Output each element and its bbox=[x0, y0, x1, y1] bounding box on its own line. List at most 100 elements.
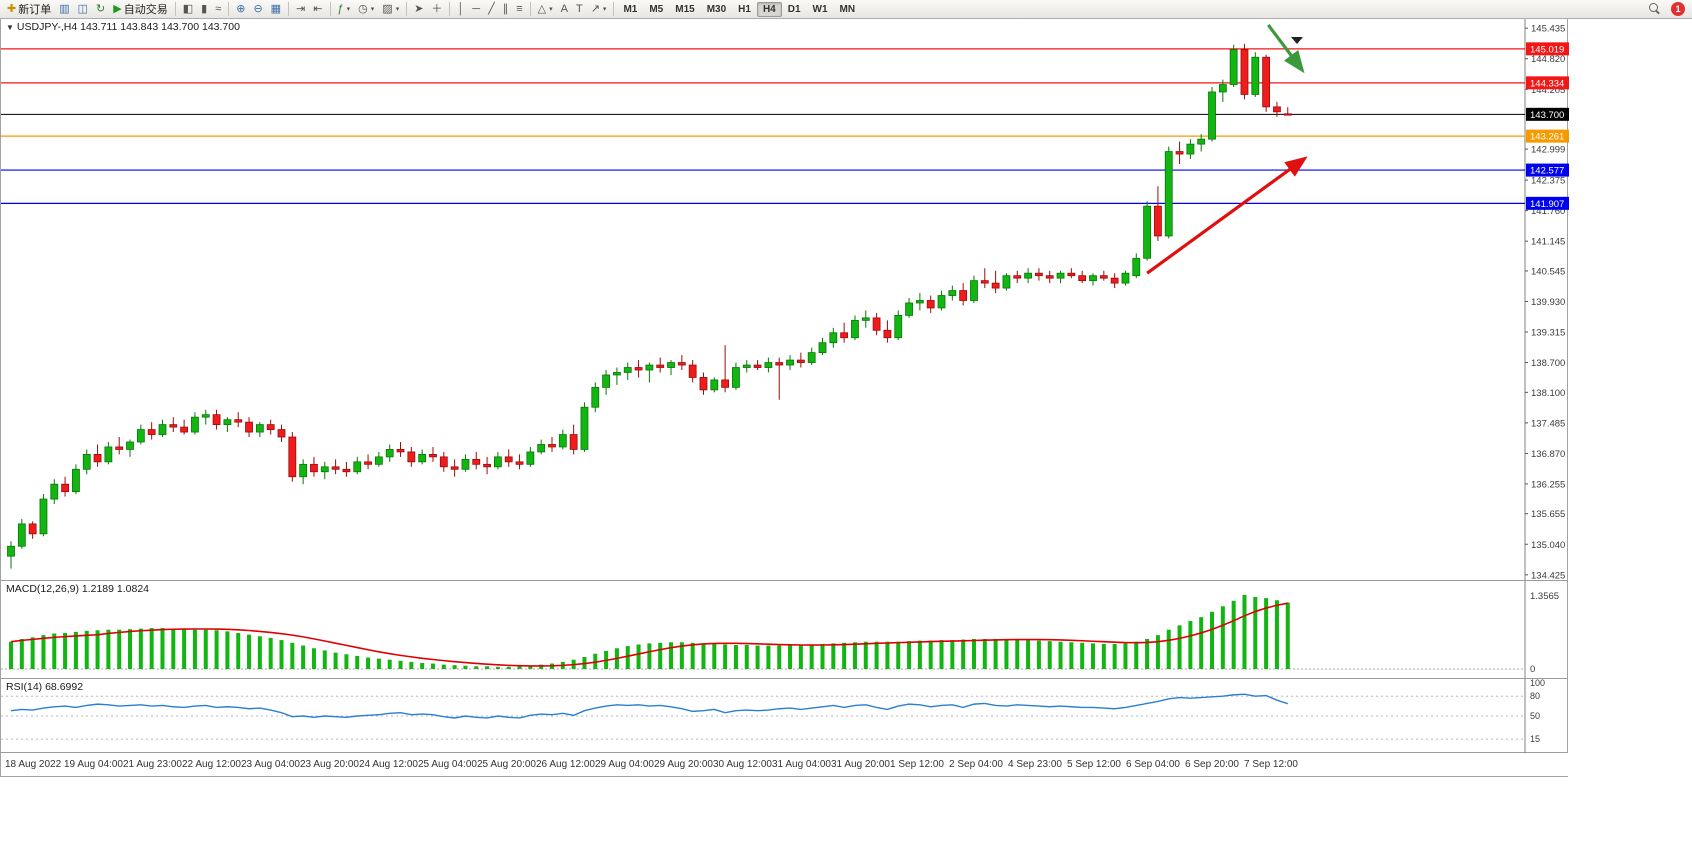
candle-body bbox=[894, 314, 903, 339]
macd-histogram-bar bbox=[885, 641, 890, 669]
timeframe-mn-button[interactable]: MN bbox=[839, 3, 856, 15]
timeframe-m5-button[interactable]: M5 bbox=[649, 3, 664, 15]
main-price-pane[interactable]: 145.435 144.820 144.205 142.999 142.375 141.7… bbox=[1, 19, 1569, 581]
price-tick-label: 140.545 bbox=[1531, 266, 1565, 277]
notification-badge[interactable]: 1 bbox=[1671, 2, 1685, 16]
candle-body bbox=[634, 367, 643, 371]
refresh-button[interactable]: ↻ bbox=[92, 1, 109, 18]
macd-histogram-bar bbox=[30, 637, 35, 669]
periods-button[interactable]: ◷ ▾ bbox=[354, 1, 378, 18]
chart-windows-button[interactable]: ▥ bbox=[55, 1, 73, 18]
candle-body bbox=[1110, 277, 1119, 284]
time-axis-label: 18 Aug 2022 bbox=[5, 759, 62, 770]
candle-body bbox=[1002, 275, 1011, 289]
chart-shift-marker[interactable] bbox=[1291, 37, 1303, 44]
time-axis[interactable]: 18 Aug 2022 19 Aug 04:00 21 Aug 23:00 22 Au… bbox=[1, 753, 1569, 776]
candlestick bbox=[28, 521, 37, 539]
templates-button[interactable]: ▨ ▾ bbox=[378, 1, 403, 18]
timeframe-m1-button[interactable]: M1 bbox=[623, 3, 638, 15]
tile-windows-button[interactable]: ▦ bbox=[267, 1, 285, 18]
new-order-button[interactable]: ✚ 新订单 bbox=[3, 0, 55, 19]
candle-body bbox=[147, 429, 156, 435]
candlestick bbox=[504, 449, 513, 467]
macd-histogram-bar bbox=[1188, 620, 1193, 669]
toolbar: ✚ 新订单 ▥ ◫ ↻ ▶ 自动交易 ◧ ▮ ≈ ⊕ ⊖ ▦ ⇥ ⇤ ƒ ▾ ◷ ▾ ▨ ▾ ➤ ＋ │ ─ ╱ ∥ ≡ △ ▾ A T ↗ ▾ M… bbox=[0, 0, 1692, 19]
rsi-axis-tick-label: 50 bbox=[1530, 711, 1540, 721]
candlestick bbox=[429, 446, 437, 462]
macd-histogram-bar bbox=[993, 638, 998, 669]
search-button[interactable] bbox=[1645, 1, 1665, 17]
timeframe-h1-button[interactable]: H1 bbox=[738, 3, 751, 15]
bar-chart-mode-button[interactable]: ◧ bbox=[179, 1, 197, 18]
candlestick bbox=[234, 412, 243, 428]
candlestick bbox=[959, 283, 968, 306]
rsi-pane[interactable]: 100 80 50 15 RSI(14) 68.6992 bbox=[1, 679, 1567, 753]
price-tick-label: 137.485 bbox=[1531, 418, 1565, 429]
candlestick-mode-button[interactable]: ▮ bbox=[197, 1, 211, 18]
candlestick bbox=[396, 441, 405, 457]
price-line-badge-144.334[interactable]: 144.334 bbox=[1526, 76, 1569, 90]
candle-body bbox=[526, 451, 535, 465]
crosshair-button[interactable]: ＋ bbox=[427, 1, 446, 18]
candlestick bbox=[634, 360, 643, 378]
candlestick bbox=[364, 454, 372, 470]
macd-histogram-bar bbox=[896, 641, 901, 669]
line-chart-mode-button[interactable]: ≈ bbox=[211, 1, 225, 18]
chart-shift-button[interactable]: ⇤ bbox=[309, 1, 326, 18]
cursor-button[interactable]: ➤ bbox=[410, 1, 427, 18]
candlestick bbox=[50, 479, 59, 505]
shapes-button[interactable]: △ ▾ bbox=[534, 1, 557, 18]
collapse-arrow-icon[interactable]: ▼ bbox=[6, 22, 14, 32]
timeframe-d1-button[interactable]: D1 bbox=[787, 3, 801, 15]
bearish-reversal-arrow[interactable] bbox=[1267, 23, 1305, 74]
macd-pane[interactable]: 1.3565 0 MACD(12,26,9) 1.2189 1.0824 bbox=[1, 581, 1567, 679]
price-line-badge-145.019[interactable]: 145.019 bbox=[1526, 42, 1569, 56]
auto-trading-button[interactable]: ▶ 自动交易 bbox=[109, 0, 171, 19]
fibonacci-button[interactable]: ≡ bbox=[512, 1, 526, 18]
macd-histogram-bar bbox=[257, 636, 262, 669]
timeframe-m30-button[interactable]: M30 bbox=[706, 3, 727, 15]
candle-body bbox=[28, 523, 37, 535]
auto-scroll-button[interactable]: ⇥ bbox=[292, 1, 309, 18]
toolbar-separator bbox=[288, 2, 290, 16]
new-order-icon: ✚ bbox=[7, 2, 17, 15]
macd-histogram-bar bbox=[452, 665, 457, 669]
timeframe-w1-button[interactable]: W1 bbox=[812, 3, 828, 15]
macd-histogram-bar bbox=[366, 657, 371, 669]
candle-body bbox=[656, 364, 665, 368]
candle-body bbox=[1154, 205, 1162, 237]
indicators-button[interactable]: ƒ ▾ bbox=[334, 1, 355, 18]
fibonacci-icon: ≡ bbox=[516, 2, 523, 15]
equidistant-channel-icon: ∥ bbox=[502, 2, 509, 15]
time-axis-label: 21 Aug 23:00 bbox=[123, 759, 182, 770]
price-line-badge-142.577[interactable]: 142.577 bbox=[1526, 163, 1569, 177]
candlestick bbox=[418, 449, 427, 465]
time-axis-label: 22 Aug 12:00 bbox=[182, 759, 241, 770]
timeframe-h4-button[interactable]: H4 bbox=[756, 1, 782, 17]
price-line-badge-143.261[interactable]: 143.261 bbox=[1526, 129, 1569, 143]
equidistant-channel-button[interactable]: ∥ bbox=[499, 1, 513, 18]
trendline-button[interactable]: ╱ bbox=[484, 1, 499, 18]
bullish-trend-arrow[interactable] bbox=[1146, 156, 1308, 275]
toolbar-separator bbox=[613, 2, 615, 16]
price-tick-label: 138.700 bbox=[1531, 358, 1565, 369]
arrows-tool-button[interactable]: ↗ ▾ bbox=[587, 1, 611, 18]
macd-histogram-bar bbox=[1264, 598, 1269, 669]
time-axis-label: 5 Sep 12:00 bbox=[1067, 759, 1121, 770]
horizontal-line-button[interactable]: ─ bbox=[468, 1, 484, 18]
zoom-in-button[interactable]: ⊕ bbox=[232, 1, 249, 18]
price-badge-label: 143.700 bbox=[1530, 110, 1564, 121]
zoom-out-button[interactable]: ⊖ bbox=[249, 1, 266, 18]
profiles-button[interactable]: ◫ bbox=[74, 1, 92, 18]
candlestick bbox=[1035, 268, 1043, 281]
macd-histogram-bar bbox=[430, 663, 435, 669]
price-line-badge-141.907[interactable]: 141.907 bbox=[1526, 196, 1569, 210]
text-label-button[interactable]: T bbox=[572, 1, 587, 18]
candlestick-chart[interactable]: 145.435 144.820 144.205 142.999 142.375 141.7… bbox=[1, 19, 1569, 581]
vertical-line-button[interactable]: │ bbox=[453, 1, 468, 18]
text-button[interactable]: A bbox=[557, 1, 572, 18]
timeframe-m15-button[interactable]: M15 bbox=[675, 3, 695, 15]
macd-histogram-bar bbox=[1285, 602, 1290, 669]
candle-body bbox=[364, 461, 372, 465]
price-line-badge-143.700[interactable]: 143.700 bbox=[1526, 107, 1569, 121]
